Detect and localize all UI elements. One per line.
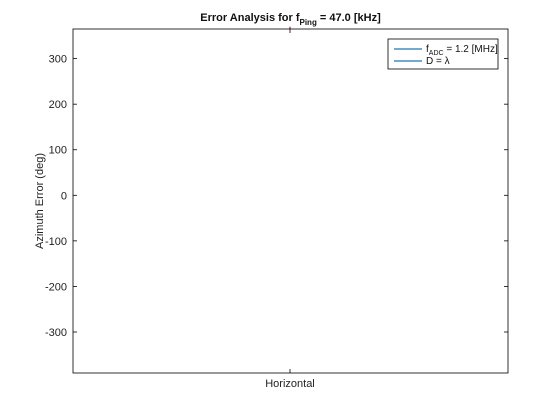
legend-entry: fADC = 1.2 [MHz] — [426, 44, 498, 57]
axes-layer: -300 -200 -100 0 100 200 300 Horizontal Azimuth … — [34, 12, 509, 390]
legend-entry-subscript: ADC — [429, 50, 444, 57]
axes-box — [72, 28, 509, 374]
chart-title-main: Error Analysis for f — [200, 12, 300, 24]
y-tick-label: -200 — [45, 281, 67, 293]
legend-entry: D = λ — [426, 56, 450, 67]
chart-title: Error Analysis for fPing = 47.0 [kHz] — [200, 12, 381, 27]
chart-title-subscript: Ping — [300, 18, 317, 27]
y-tick-label: 0 — [61, 190, 67, 202]
legend-entry-suffix: = 1.2 [MHz] — [444, 44, 498, 55]
x-tick-label: Horizontal — [265, 378, 315, 390]
y-tick-label: -300 — [45, 327, 67, 339]
y-tick-label: 200 — [49, 99, 67, 111]
chart-title-rest: = 47.0 [kHz] — [317, 12, 381, 24]
legend: fADC = 1.2 [MHz]D = λ — [387, 38, 499, 70]
legend-entry-prefix: D = λ — [426, 56, 450, 67]
y-tick-label: 300 — [49, 54, 67, 66]
legend-box — [387, 38, 499, 70]
y-tick-label: 100 — [49, 145, 67, 157]
y-axis-title: Azimuth Error (deg) — [34, 153, 46, 249]
legend-entry-prefix: f — [426, 44, 429, 55]
y-tick-label: -100 — [45, 236, 67, 248]
